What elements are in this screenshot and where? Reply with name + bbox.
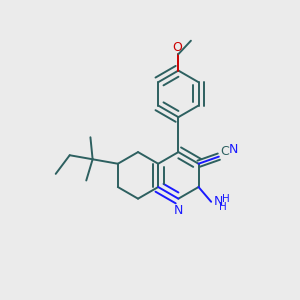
Text: N: N bbox=[174, 204, 183, 217]
Text: H: H bbox=[222, 194, 230, 204]
Text: N: N bbox=[214, 195, 224, 208]
Text: C: C bbox=[220, 146, 229, 158]
Text: N: N bbox=[228, 143, 238, 156]
Text: O: O bbox=[172, 41, 182, 54]
Text: H: H bbox=[219, 202, 227, 212]
